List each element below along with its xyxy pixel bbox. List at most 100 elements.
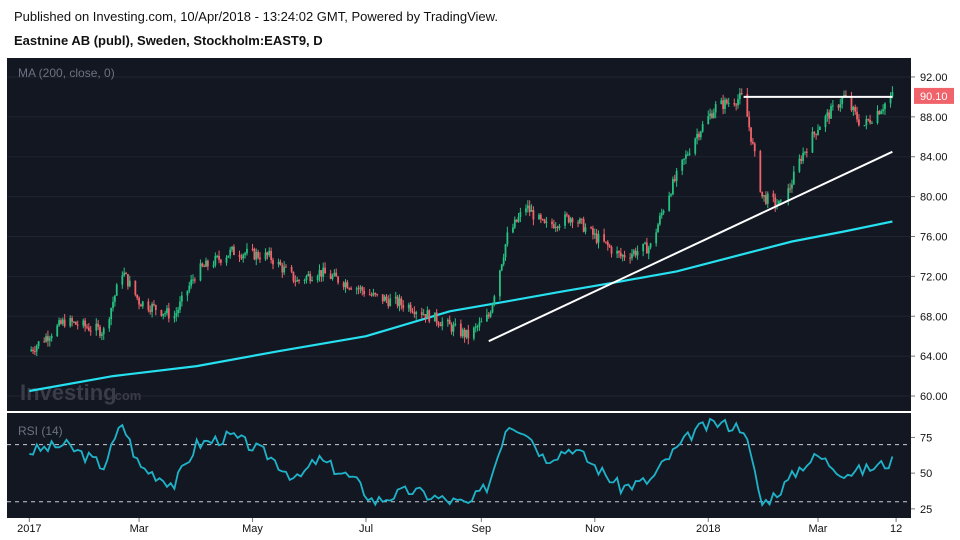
- candle-down: [856, 111, 858, 120]
- candle-up: [649, 243, 652, 248]
- candle-up: [108, 319, 111, 329]
- price-axis[interactable]: 92.00 88.00 84.00 80.00 76.00 72.00 68.00 64.00…: [911, 72, 948, 403]
- candle-up: [504, 244, 507, 258]
- candle-up: [839, 104, 842, 108]
- candle-up: [688, 153, 691, 155]
- candle-down: [722, 100, 725, 109]
- time-tick-label: Nov: [585, 523, 605, 535]
- candle-down: [411, 311, 414, 313]
- candle-up: [657, 224, 659, 233]
- candle-down: [487, 314, 490, 317]
- candle-up: [112, 301, 114, 308]
- candles-layer: [30, 86, 894, 357]
- candle-up: [714, 104, 717, 113]
- time-tick-label: Jul: [359, 523, 373, 535]
- candle-up: [180, 295, 183, 302]
- candle-up: [188, 285, 191, 291]
- candle-up: [884, 103, 886, 110]
- candle-up: [644, 242, 646, 244]
- candle-down: [543, 219, 546, 223]
- time-tick-label: Mar: [809, 523, 828, 535]
- time-axis[interactable]: 2017 Mar May Jul Sep Nov 2018 Mar 12: [17, 518, 902, 535]
- candle-up: [102, 328, 105, 335]
- candle-up: [322, 267, 325, 277]
- annotation-layer: [488, 95, 893, 343]
- candle-up: [852, 106, 855, 111]
- rsi-line: [29, 417, 894, 508]
- candle-down: [34, 351, 36, 353]
- candle-up: [244, 253, 246, 255]
- candle-up: [305, 275, 308, 281]
- candle-down: [541, 219, 544, 221]
- candle-up: [593, 233, 596, 235]
- candle-down: [361, 287, 364, 291]
- candle-up: [792, 171, 795, 185]
- candle-down: [87, 327, 90, 331]
- candle-down: [420, 312, 423, 316]
- rsi-axis[interactable]: 75 50 25: [911, 432, 932, 516]
- price-tick-label: 92.00: [920, 72, 948, 84]
- candle-up: [56, 325, 59, 336]
- candle-up: [826, 112, 829, 117]
- candle-down: [610, 247, 613, 254]
- stock-chart[interactable]: Investing .com MA (200, close, 0) RSI (1…: [0, 58, 960, 540]
- candle-up: [865, 119, 868, 126]
- candle-down: [424, 314, 427, 319]
- candle-up: [474, 326, 477, 328]
- price-tick-label: 76.00: [920, 231, 948, 243]
- candle-down: [193, 279, 196, 281]
- candle-up: [597, 234, 600, 243]
- candle-up: [61, 319, 64, 324]
- candle-up: [685, 154, 687, 159]
- candle-down: [450, 324, 453, 332]
- candle-down: [153, 303, 155, 306]
- candle-up: [121, 275, 124, 285]
- rsi-indicator-label[interactable]: RSI (14): [18, 424, 63, 438]
- candle-up: [720, 100, 723, 105]
- candle-up: [558, 225, 561, 228]
- candle-down: [605, 241, 607, 243]
- candle-down: [270, 250, 273, 261]
- candle-up: [519, 212, 522, 217]
- candle-up: [670, 194, 672, 196]
- candle-up: [824, 116, 827, 128]
- candle-down: [867, 119, 870, 121]
- candle-up: [303, 280, 306, 282]
- rsi-tick-label: 75: [920, 432, 932, 444]
- candle-down: [711, 113, 713, 118]
- candle-down: [99, 326, 101, 336]
- candle-up: [123, 272, 126, 276]
- candle-up: [166, 308, 168, 314]
- ma-indicator-label[interactable]: MA (200, close, 0): [18, 66, 115, 80]
- candle-down: [257, 252, 260, 258]
- candle-up: [344, 282, 347, 288]
- watermark-suffix: .com: [111, 388, 141, 403]
- candle-up: [882, 109, 884, 112]
- candle-up: [517, 216, 520, 222]
- candle-down: [402, 304, 405, 309]
- candle-down: [149, 309, 152, 312]
- time-tick-label: 2018: [696, 523, 720, 535]
- candle-up: [655, 232, 658, 244]
- candle-up: [225, 257, 228, 263]
- candle-down: [623, 255, 626, 258]
- candle-down: [439, 324, 442, 327]
- candle-down: [167, 308, 170, 319]
- candle-down: [251, 248, 254, 250]
- candle-up: [461, 329, 464, 337]
- candle-down: [750, 127, 752, 142]
- candle-down: [160, 310, 163, 316]
- candle-down: [592, 228, 594, 235]
- candle-down: [320, 270, 323, 277]
- candle-down: [374, 292, 377, 295]
- candle-up: [831, 105, 834, 107]
- candle-down: [618, 251, 620, 253]
- candle-up: [672, 179, 674, 195]
- candle-down: [565, 214, 568, 216]
- candle-up: [433, 312, 436, 322]
- price-tick-label: 84.00: [920, 152, 948, 164]
- candle-up: [199, 263, 202, 281]
- candle-down: [86, 326, 88, 328]
- candle-down: [459, 323, 462, 337]
- candle-down: [63, 319, 66, 327]
